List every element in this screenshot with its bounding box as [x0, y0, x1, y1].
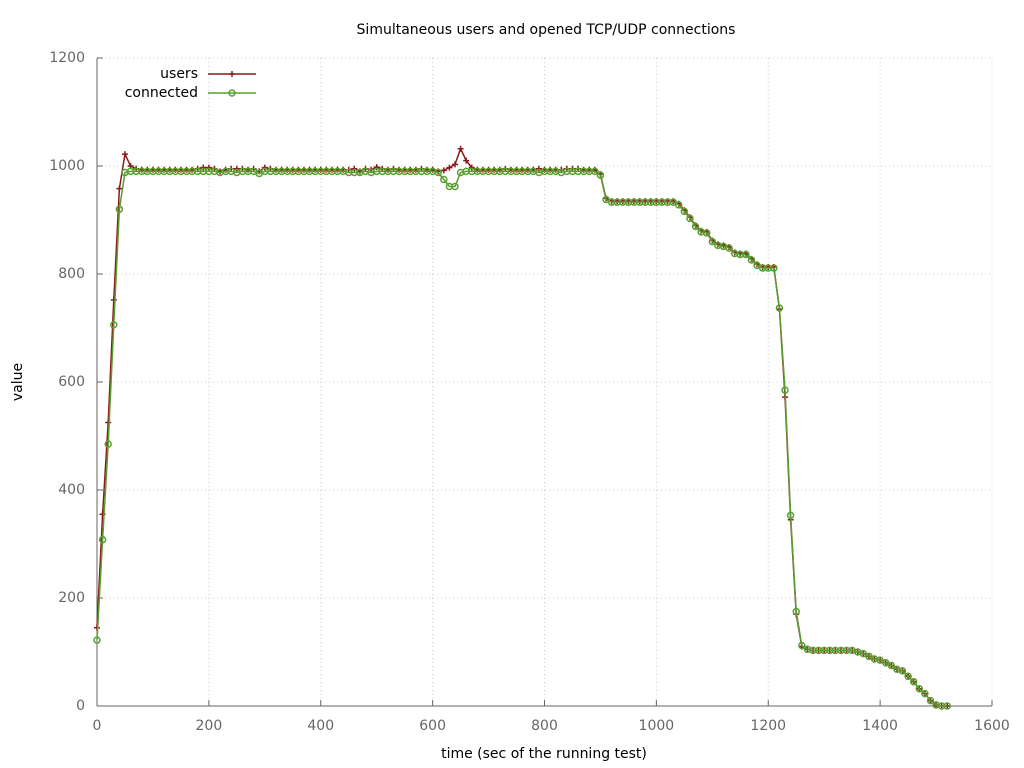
y-tick-label: 0	[76, 698, 85, 714]
point	[943, 702, 951, 710]
x-tick-label: 0	[93, 718, 102, 734]
point	[680, 207, 689, 216]
point	[440, 167, 447, 174]
point	[792, 607, 800, 616]
point	[747, 256, 756, 264]
point	[115, 205, 124, 213]
point	[110, 321, 118, 329]
series-line	[96, 146, 948, 707]
y-tick-label: 1200	[49, 50, 85, 66]
point	[775, 304, 784, 312]
point	[351, 165, 358, 172]
y-tick-label: 400	[58, 482, 85, 498]
point	[104, 440, 112, 448]
point	[116, 185, 123, 192]
point	[468, 164, 475, 171]
point	[926, 696, 935, 705]
y-tick-label: 800	[58, 266, 85, 282]
point	[446, 164, 453, 171]
point	[98, 535, 107, 544]
point	[887, 661, 896, 670]
point	[742, 250, 750, 259]
point	[781, 386, 789, 394]
point	[233, 165, 240, 172]
series-line	[96, 170, 948, 707]
point	[691, 222, 700, 231]
point	[121, 151, 128, 158]
point	[440, 175, 448, 184]
point	[904, 672, 912, 681]
y-tick-label: 600	[58, 374, 85, 390]
point	[909, 677, 918, 686]
y-tick-label: 1000	[49, 158, 85, 174]
point	[798, 641, 806, 650]
point	[725, 244, 733, 252]
point	[596, 171, 605, 179]
y-tick-label: 200	[58, 590, 85, 606]
point	[535, 165, 542, 172]
x-tick-label: 1600	[974, 718, 1010, 734]
point	[463, 157, 470, 164]
point	[898, 667, 907, 675]
point	[702, 229, 711, 237]
point	[675, 201, 683, 209]
x-tick-label: 1200	[750, 718, 786, 734]
legend-label: connected	[125, 85, 198, 101]
point	[770, 264, 778, 272]
point	[110, 296, 117, 303]
point	[591, 167, 599, 176]
legend-marker	[229, 71, 235, 77]
point	[93, 636, 101, 644]
x-axis-label: time (sec of the running test)	[441, 746, 647, 762]
y-axis-label: value	[10, 363, 26, 401]
point	[452, 161, 458, 168]
x-tick-label: 600	[419, 718, 446, 734]
x-tick-label: 400	[307, 718, 334, 734]
point	[915, 684, 924, 693]
point	[708, 237, 717, 246]
point	[205, 164, 212, 171]
point	[451, 182, 459, 191]
point	[686, 214, 694, 223]
legend-marker	[228, 89, 236, 97]
legend-label: users	[160, 66, 198, 82]
point	[786, 511, 795, 520]
x-tick-label: 200	[196, 718, 223, 734]
point	[105, 419, 112, 426]
point	[434, 168, 442, 177]
x-tick-label: 800	[531, 718, 558, 734]
point	[921, 689, 929, 698]
point	[261, 164, 268, 171]
chart-title: Simultaneous users and opened TCP/UDP co…	[357, 22, 736, 38]
x-tick-label: 1000	[639, 718, 675, 734]
point	[457, 145, 464, 152]
point	[200, 164, 207, 171]
x-tick-label: 1400	[862, 718, 898, 734]
